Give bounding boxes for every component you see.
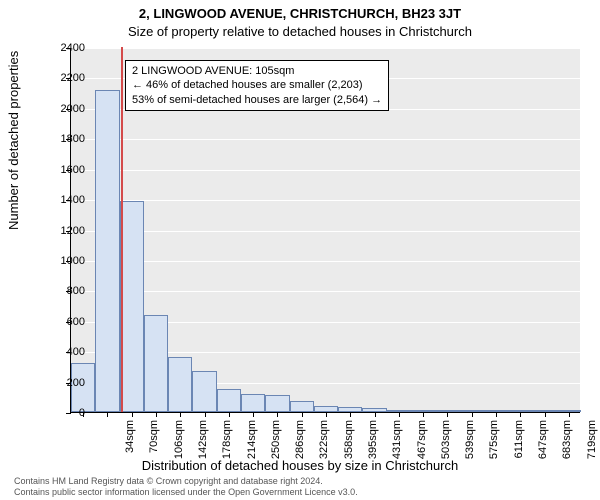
histogram-bar (241, 394, 265, 412)
x-tick-label: 250sqm (270, 420, 282, 465)
attribution: Contains HM Land Registry data © Crown c… (14, 476, 358, 498)
y-tick-label: 200 (35, 377, 85, 389)
property-marker-line (121, 47, 123, 412)
x-tick-mark (107, 412, 108, 417)
attribution-line: Contains public sector information licen… (14, 487, 358, 498)
chart-subtitle: Size of property relative to detached ho… (0, 24, 600, 39)
gridline (71, 139, 580, 140)
annotation-line: 53% of semi-detached houses are larger (… (132, 93, 382, 107)
gridline (71, 200, 580, 201)
attribution-line: Contains HM Land Registry data © Crown c… (14, 476, 358, 487)
x-tick-label: 286sqm (294, 420, 306, 465)
x-tick-label: 611sqm (513, 420, 525, 465)
y-tick-label: 600 (35, 316, 85, 328)
gridline (71, 231, 580, 232)
y-tick-label: 0 (35, 407, 85, 419)
gridline (71, 261, 580, 262)
y-tick-label: 1000 (35, 255, 85, 267)
x-tick-label: 106sqm (173, 420, 185, 465)
y-tick-label: 2000 (35, 103, 85, 115)
histogram-bar (168, 357, 192, 412)
x-tick-mark (423, 412, 424, 417)
histogram-bar (265, 395, 289, 412)
x-tick-label: 539sqm (464, 420, 476, 465)
histogram-bar (290, 401, 314, 412)
gridline (71, 170, 580, 171)
x-tick-label: 431sqm (391, 420, 403, 465)
x-tick-label: 70sqm (148, 420, 160, 465)
x-tick-mark (180, 412, 181, 417)
x-tick-mark (399, 412, 400, 417)
x-tick-mark (205, 412, 206, 417)
x-tick-mark (545, 412, 546, 417)
x-tick-label: 395sqm (367, 420, 379, 465)
x-tick-mark (520, 412, 521, 417)
x-tick-label: 358sqm (343, 420, 355, 465)
y-tick-label: 1600 (35, 164, 85, 176)
histogram-bar (144, 315, 168, 412)
x-tick-mark (326, 412, 327, 417)
x-tick-label: 142sqm (197, 420, 209, 465)
x-tick-label: 178sqm (221, 420, 233, 465)
y-tick-label: 400 (35, 346, 85, 358)
x-tick-mark (472, 412, 473, 417)
x-tick-mark (277, 412, 278, 417)
annotation-box: 2 LINGWOOD AVENUE: 105sqm← 46% of detach… (125, 60, 389, 111)
histogram-bar (217, 389, 241, 412)
x-tick-label: 34sqm (124, 420, 136, 465)
x-tick-label: 647sqm (537, 420, 549, 465)
annotation-line: ← 46% of detached houses are smaller (2,… (132, 78, 382, 92)
x-tick-mark (569, 412, 570, 417)
x-tick-label: 214sqm (246, 420, 258, 465)
x-tick-label: 503sqm (440, 420, 452, 465)
histogram-bar (192, 371, 216, 412)
x-tick-mark (496, 412, 497, 417)
chart-title: 2, LINGWOOD AVENUE, CHRISTCHURCH, BH23 3… (0, 6, 600, 21)
x-tick-label: 322sqm (318, 420, 330, 465)
y-tick-label: 800 (35, 285, 85, 297)
x-tick-mark (302, 412, 303, 417)
x-tick-label: 467sqm (416, 420, 428, 465)
x-tick-label: 683sqm (561, 420, 573, 465)
y-tick-label: 2200 (35, 72, 85, 84)
x-tick-mark (447, 412, 448, 417)
gridline (71, 48, 580, 49)
x-tick-mark (132, 412, 133, 417)
x-tick-mark (229, 412, 230, 417)
y-tick-label: 1400 (35, 194, 85, 206)
annotation-line: 2 LINGWOOD AVENUE: 105sqm (132, 64, 382, 78)
x-tick-mark (350, 412, 351, 417)
gridline (71, 291, 580, 292)
y-tick-label: 1800 (35, 133, 85, 145)
y-tick-label: 1200 (35, 225, 85, 237)
y-tick-label: 2400 (35, 42, 85, 54)
x-tick-label: 719sqm (586, 420, 598, 465)
x-tick-mark (253, 412, 254, 417)
y-axis-label: Number of detached properties (6, 51, 21, 230)
plot-area: 2 LINGWOOD AVENUE: 105sqm← 46% of detach… (70, 48, 580, 413)
histogram-bar (95, 90, 119, 412)
x-tick-mark (156, 412, 157, 417)
x-tick-mark (375, 412, 376, 417)
x-tick-label: 575sqm (488, 420, 500, 465)
